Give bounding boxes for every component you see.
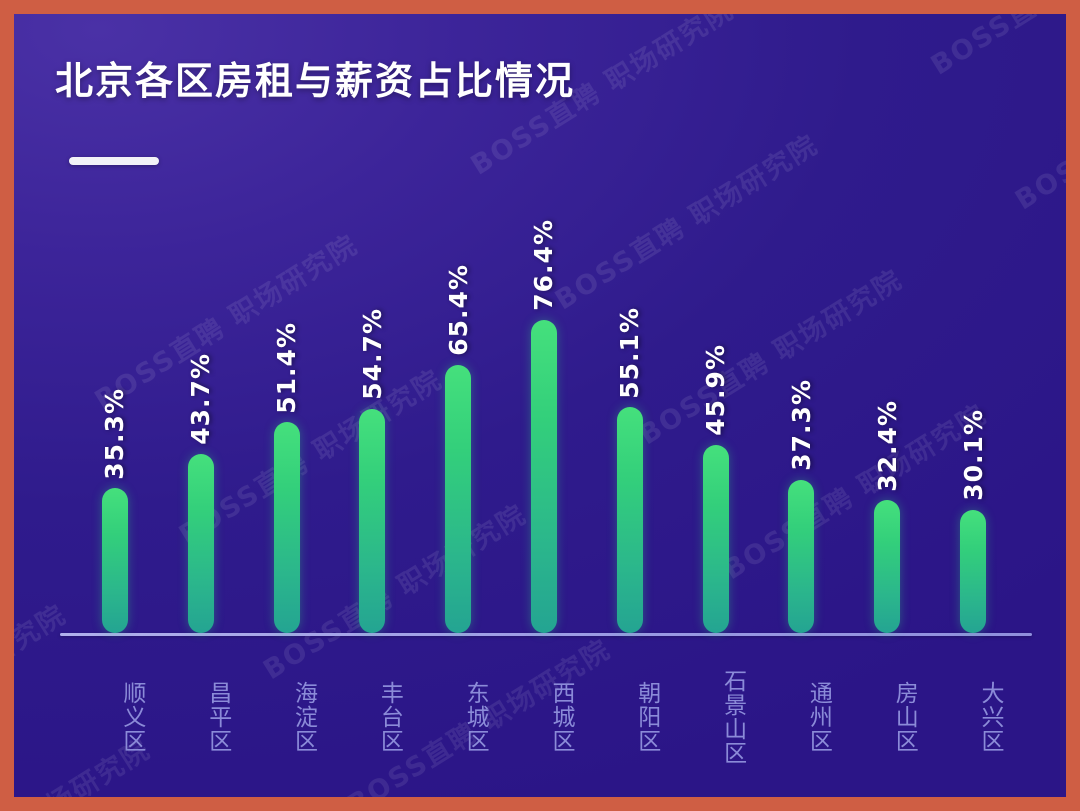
watermark-text: BOSS直聘 职场研究院: [923, 14, 1066, 83]
bar[interactable]: [273, 422, 300, 633]
x-axis-category-labels: 顺义区 昌平区 海淀区 丰台区 东城区 西城区 朝阳区 石景山区 通州区 房山区 大兴区: [54, 638, 1034, 784]
bar-group[interactable]: 30.1%: [942, 409, 1004, 633]
bar[interactable]: [359, 408, 386, 633]
bar-group[interactable]: 37.3%: [770, 379, 832, 633]
x-axis-label-cell: 顺义区: [84, 652, 146, 782]
x-axis-label-cell: 房山区: [856, 652, 918, 782]
bar[interactable]: [788, 480, 815, 633]
bar-value-label: 32.4%: [872, 399, 902, 492]
bar[interactable]: [445, 365, 472, 633]
bar[interactable]: [530, 320, 557, 633]
x-axis-category-label: 通州区: [805, 681, 832, 753]
title-underline-rule: [69, 157, 159, 165]
bar-value-label: 37.3%: [786, 379, 816, 472]
bar-group[interactable]: 51.4%: [256, 322, 318, 633]
bar[interactable]: [874, 500, 901, 633]
bar-value-label: 55.1%: [615, 306, 645, 399]
bar-group[interactable]: 45.9%: [685, 344, 747, 633]
x-axis-category-label: 海淀区: [290, 681, 317, 753]
bar[interactable]: [960, 509, 987, 633]
x-axis-label-cell: 朝阳区: [599, 652, 661, 782]
x-axis-category-label: 朝阳区: [633, 681, 660, 753]
x-axis-category-label: 西城区: [547, 681, 574, 753]
bar-value-label: 35.3%: [100, 387, 130, 480]
x-axis-label-cell: 海淀区: [256, 652, 318, 782]
page-title: 北京各区房租与薪资占比情况: [55, 59, 576, 103]
x-axis-line: [60, 633, 1032, 636]
bar-value-label: 51.4%: [272, 321, 302, 414]
x-axis-label-cell: 大兴区: [942, 652, 1004, 782]
bar-group[interactable]: 55.1%: [599, 307, 661, 633]
x-axis-category-label: 昌平区: [204, 681, 231, 753]
bar-group[interactable]: 35.3%: [84, 388, 146, 633]
x-axis-category-label: 东城区: [462, 681, 489, 753]
bar[interactable]: [101, 488, 128, 633]
x-axis-category-label: 房山区: [891, 681, 918, 753]
bar-chart: 35.3% 43.7% 51.4% 54.7% 65.4% 76.4% 55.1% 45.9%…: [54, 194, 1034, 784]
bar-value-label: 43.7%: [186, 353, 216, 445]
bar-value-label: 30.1%: [958, 408, 988, 501]
bar-value-label: 65.4%: [443, 264, 473, 357]
x-axis-label-cell: 西城区: [513, 652, 575, 782]
watermark-text: BOSS直聘 职场研究院: [1010, 30, 1066, 217]
bar-group[interactable]: 54.7%: [341, 308, 403, 633]
bar-group[interactable]: 76.4%: [513, 219, 575, 633]
bar[interactable]: [616, 407, 643, 633]
bar[interactable]: [187, 453, 214, 633]
x-axis-category-label: 大兴区: [977, 681, 1004, 753]
x-axis-category-label: 顺义区: [118, 681, 145, 753]
bar-group[interactable]: 43.7%: [170, 353, 232, 633]
x-axis-label-cell: 丰台区: [341, 652, 403, 782]
x-axis-label-cell: 昌平区: [170, 652, 232, 782]
bar-group[interactable]: 65.4%: [427, 264, 489, 633]
bar-value-label: 54.7%: [357, 308, 387, 400]
x-axis-label-cell: 通州区: [770, 652, 832, 782]
bar-value-label: 76.4%: [529, 219, 559, 311]
slide-canvas: BOSS直聘 职场研究院 BOSS直聘 职场研究院 BOSS直聘 职场研究院 B…: [14, 14, 1066, 797]
bar[interactable]: [702, 444, 729, 633]
bar-series: 35.3% 43.7% 51.4% 54.7% 65.4% 76.4% 55.1% 45.9%…: [54, 194, 1034, 784]
x-axis-label-cell: 石景山区: [685, 652, 747, 782]
bar-group[interactable]: 32.4%: [856, 400, 918, 633]
x-axis-category-label: 丰台区: [376, 681, 403, 753]
x-axis-category-label: 石景山区: [719, 669, 746, 765]
bar-value-label: 45.9%: [701, 344, 731, 436]
x-axis-label-cell: 东城区: [427, 652, 489, 782]
